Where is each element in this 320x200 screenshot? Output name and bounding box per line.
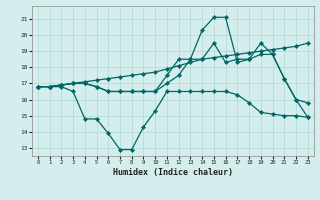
X-axis label: Humidex (Indice chaleur): Humidex (Indice chaleur) — [113, 168, 233, 177]
